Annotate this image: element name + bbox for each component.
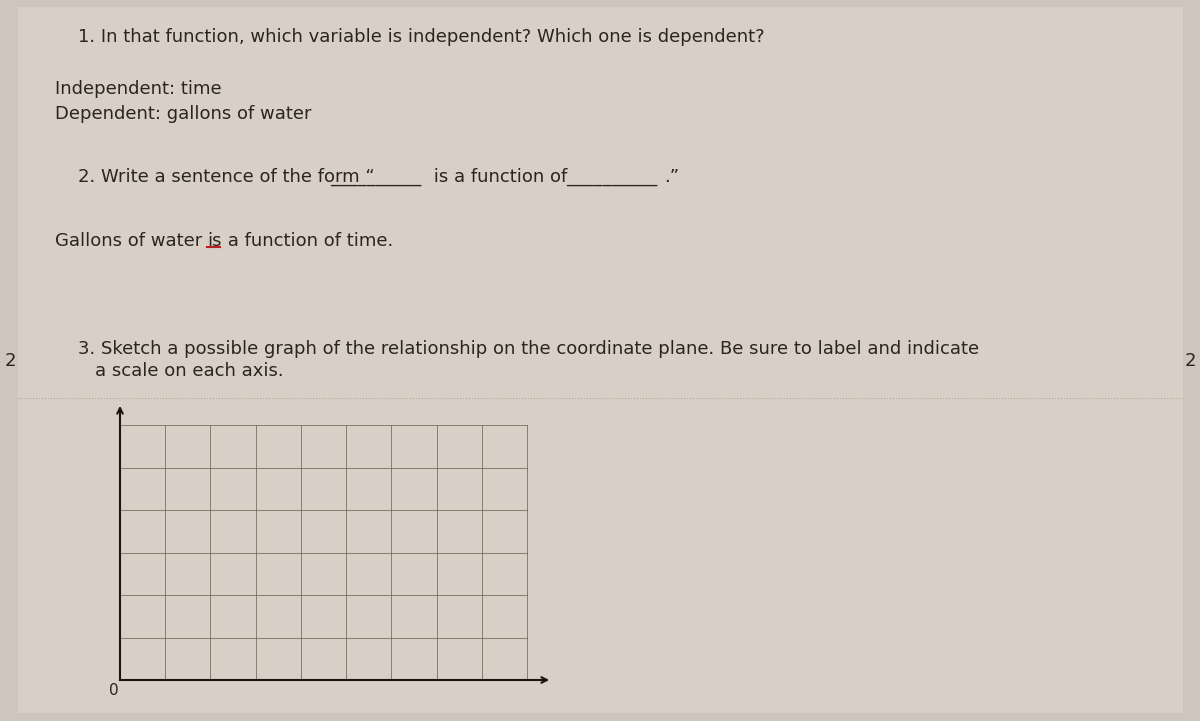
Text: Dependent: gallons of water: Dependent: gallons of water xyxy=(55,105,312,123)
Text: .”: .” xyxy=(664,168,679,186)
Text: 2: 2 xyxy=(1184,352,1195,370)
Text: 3. Sketch a possible graph of the relationship on the coordinate plane. Be sure : 3. Sketch a possible graph of the relati… xyxy=(78,340,979,358)
Text: 0: 0 xyxy=(109,683,119,698)
Text: Gallons of water: Gallons of water xyxy=(55,232,208,250)
Text: 2. Write a sentence of the form “: 2. Write a sentence of the form “ xyxy=(78,168,374,186)
Text: a function of time.: a function of time. xyxy=(222,232,394,250)
Text: __________: __________ xyxy=(566,168,658,186)
Text: 2: 2 xyxy=(5,352,16,370)
Text: __________: __________ xyxy=(330,168,421,186)
Text: Independent: time: Independent: time xyxy=(55,80,222,98)
Text: is a function of: is a function of xyxy=(428,168,574,186)
Text: a scale on each axis.: a scale on each axis. xyxy=(95,362,283,380)
Text: is: is xyxy=(208,232,222,250)
Text: 1. In that function, which variable is independent? Which one is dependent?: 1. In that function, which variable is i… xyxy=(78,28,764,46)
